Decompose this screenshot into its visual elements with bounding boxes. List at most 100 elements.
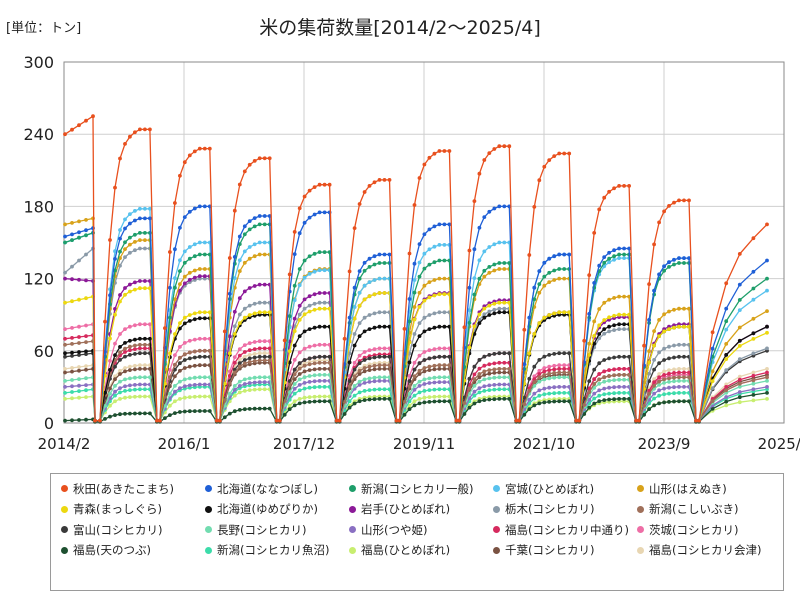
series-point xyxy=(247,313,252,317)
series-point xyxy=(427,376,432,381)
series-point xyxy=(242,169,247,174)
series-point xyxy=(657,383,661,387)
series-point xyxy=(292,386,297,391)
series-point xyxy=(417,321,422,325)
series-point xyxy=(138,411,142,416)
series-point xyxy=(592,391,597,396)
series-point xyxy=(84,340,88,344)
series-point xyxy=(607,374,611,378)
series-point xyxy=(607,378,611,383)
x-tick-label: 2014/2 xyxy=(38,435,91,453)
series-point xyxy=(482,306,487,311)
series-point xyxy=(482,312,487,317)
series-point xyxy=(322,210,327,215)
series-point xyxy=(492,206,497,211)
series-point xyxy=(247,162,252,167)
legend-marker-icon xyxy=(349,546,356,554)
series-point xyxy=(178,326,182,331)
series-point xyxy=(237,234,242,239)
series-point xyxy=(317,300,322,305)
series-point xyxy=(382,367,387,371)
series-point xyxy=(138,351,142,356)
series-point xyxy=(252,301,257,306)
x-tick-label: 2016/1 xyxy=(158,435,211,453)
series-point xyxy=(133,363,137,368)
series-point xyxy=(682,342,686,347)
series-point xyxy=(337,418,342,423)
series-point xyxy=(77,277,81,282)
series-point xyxy=(362,350,367,354)
series-point xyxy=(252,159,257,163)
y-tick-label: 180 xyxy=(23,197,54,216)
series-point xyxy=(108,403,112,408)
series-point xyxy=(143,238,147,243)
series-point xyxy=(317,342,322,347)
series-point xyxy=(138,127,142,132)
series-point xyxy=(477,386,482,390)
series-point xyxy=(437,346,442,351)
legend-marker-icon xyxy=(493,485,500,493)
series-point xyxy=(427,155,432,160)
series-point xyxy=(765,375,769,380)
chart-title: 米の集荷数量[2014/2～2025/4] xyxy=(259,17,541,39)
legend-item: 福島(コシヒカリ会津) xyxy=(637,541,781,561)
series-point xyxy=(612,254,616,259)
series-point xyxy=(647,349,651,354)
series-point xyxy=(567,252,572,257)
series-point xyxy=(232,355,237,359)
series-point xyxy=(123,240,127,245)
series-point xyxy=(77,377,81,381)
series-point xyxy=(127,411,132,416)
legend-grid: 秋田(あきたこまち) 北海道(ななつぼし) 新潟(コシヒカリ一般) 宮城(ひとめぼれ)… xyxy=(61,479,781,560)
series-point xyxy=(407,384,412,389)
series-point xyxy=(417,242,422,247)
series-point xyxy=(187,383,192,388)
series-point xyxy=(482,274,487,279)
series-point xyxy=(765,288,769,293)
series-point xyxy=(77,365,81,369)
series-point xyxy=(252,352,257,356)
series-point xyxy=(138,231,142,235)
series-point xyxy=(710,406,715,411)
series-point xyxy=(724,395,729,399)
series-point xyxy=(442,363,447,368)
series-point xyxy=(710,369,715,374)
series-point xyxy=(192,355,197,360)
series-point xyxy=(197,267,202,271)
series-point xyxy=(133,343,137,348)
series-point xyxy=(307,303,312,308)
series-point xyxy=(587,379,592,383)
series-point xyxy=(765,370,769,375)
series-point xyxy=(387,252,392,257)
series-point xyxy=(377,291,382,295)
series-point xyxy=(297,383,302,387)
series-point xyxy=(602,379,607,384)
series-point xyxy=(492,383,497,387)
series-point xyxy=(113,393,117,398)
legend-label: 北海道(ゆめぴりか) xyxy=(217,502,318,517)
series-point xyxy=(542,366,547,370)
series-point xyxy=(687,375,691,380)
series-point xyxy=(622,256,626,260)
series-point xyxy=(63,391,67,395)
series-point xyxy=(312,361,317,366)
series-point xyxy=(84,388,88,393)
series-point xyxy=(592,319,597,324)
series-point xyxy=(362,389,367,393)
series-point xyxy=(472,401,477,406)
series-point xyxy=(182,260,187,265)
series-point xyxy=(417,397,422,401)
series-point xyxy=(682,354,686,359)
series-point xyxy=(427,313,432,317)
series-point xyxy=(118,156,122,161)
series-point xyxy=(347,315,352,320)
legend-label: 宮城(ひとめぼれ) xyxy=(505,481,595,496)
series-point xyxy=(242,224,247,229)
series-point xyxy=(622,354,626,359)
series-point xyxy=(662,209,666,214)
series-point xyxy=(522,327,527,332)
series-point xyxy=(547,256,552,261)
series-point xyxy=(672,371,676,375)
series-point xyxy=(123,286,127,290)
series-point xyxy=(387,324,392,329)
